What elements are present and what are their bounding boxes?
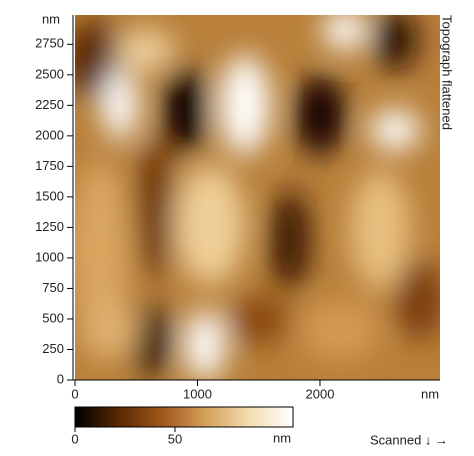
y-unit: nm xyxy=(42,11,60,26)
colorbar xyxy=(74,406,294,428)
x-tick-label: 2000 xyxy=(306,386,335,401)
y-tick-label: 2750 xyxy=(35,36,64,51)
y-tick-label: 500 xyxy=(42,310,64,325)
x-unit: nm xyxy=(421,386,439,401)
y-tick-label: 750 xyxy=(42,280,64,295)
y-tick-label: 1000 xyxy=(35,249,64,264)
colorbar-unit: nm xyxy=(273,430,291,445)
y-tick-label: 2000 xyxy=(35,127,64,142)
colorbar-tick-label: 0 xyxy=(71,431,78,446)
topography-image xyxy=(75,15,440,380)
y-tick-label: 1500 xyxy=(35,188,64,203)
y-tick-label: 1250 xyxy=(35,219,64,234)
y-tick-label: 250 xyxy=(42,341,64,356)
colorbar-tick-label: 50 xyxy=(168,431,182,446)
y-tick-label: 0 xyxy=(57,371,64,386)
x-tick-label: 0 xyxy=(71,386,78,401)
y-tick-label: 2250 xyxy=(35,97,64,112)
y-tick-label: 2500 xyxy=(35,66,64,81)
y-tick-label: 1750 xyxy=(35,158,64,173)
scan-direction: Scanned ↓ → xyxy=(370,432,448,447)
x-tick-label: 1000 xyxy=(183,386,212,401)
image-title: Topograph flattened xyxy=(440,15,455,130)
